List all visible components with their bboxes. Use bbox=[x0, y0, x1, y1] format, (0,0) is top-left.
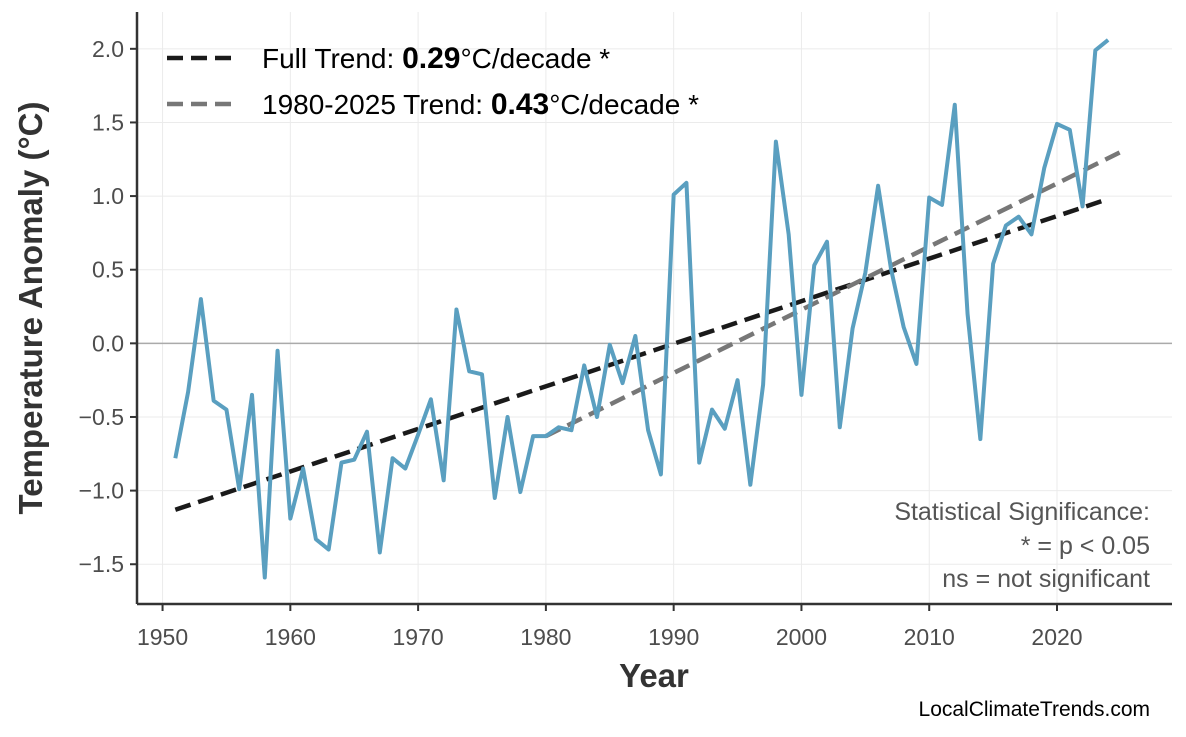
legend-label-0: Full Trend: 0.29°C/decade * bbox=[262, 42, 610, 75]
y-tick-label: 1.0 bbox=[92, 183, 124, 209]
y-tick-label: 0.5 bbox=[92, 257, 124, 283]
y-tick-label: −1.0 bbox=[79, 478, 124, 504]
annotation-line-2: * = p < 0.05 bbox=[1021, 532, 1150, 560]
x-tick-label: 2010 bbox=[904, 624, 955, 650]
annotation-line-1: Statistical Significance: bbox=[894, 498, 1150, 526]
y-tick-label: −0.5 bbox=[79, 404, 124, 430]
x-tick-label: 2000 bbox=[776, 624, 827, 650]
y-tick-label: 0.0 bbox=[92, 330, 124, 356]
x-tick-label: 1980 bbox=[520, 624, 571, 650]
annotation-line-3: ns = not significant bbox=[942, 565, 1150, 593]
y-tick-label: 2.0 bbox=[92, 36, 124, 62]
y-axis-label: Temperature Anomaly (°C) bbox=[12, 102, 49, 515]
legend: Full Trend: 0.29°C/decade * 1980-2025 Tre… bbox=[167, 42, 699, 121]
legend-label-1: 1980-2025 Trend: 0.43°C/decade * bbox=[262, 88, 699, 121]
x-tick-label: 1960 bbox=[265, 624, 316, 650]
y-tick-label: 1.5 bbox=[92, 109, 124, 135]
x-axis-label: Year bbox=[619, 657, 689, 694]
watermark: LocalClimateTrends.com bbox=[919, 698, 1150, 721]
y-tick-label: −1.5 bbox=[79, 551, 124, 577]
trend-line-0 bbox=[174, 196, 1109, 512]
trend-line-1 bbox=[544, 149, 1122, 439]
x-tick-label: 1950 bbox=[137, 624, 188, 650]
x-tick-label: 2020 bbox=[1031, 624, 1082, 650]
x-tick-label: 1970 bbox=[393, 624, 444, 650]
x-tick-label: 1990 bbox=[648, 624, 699, 650]
anomaly-series-line bbox=[173, 38, 1110, 580]
